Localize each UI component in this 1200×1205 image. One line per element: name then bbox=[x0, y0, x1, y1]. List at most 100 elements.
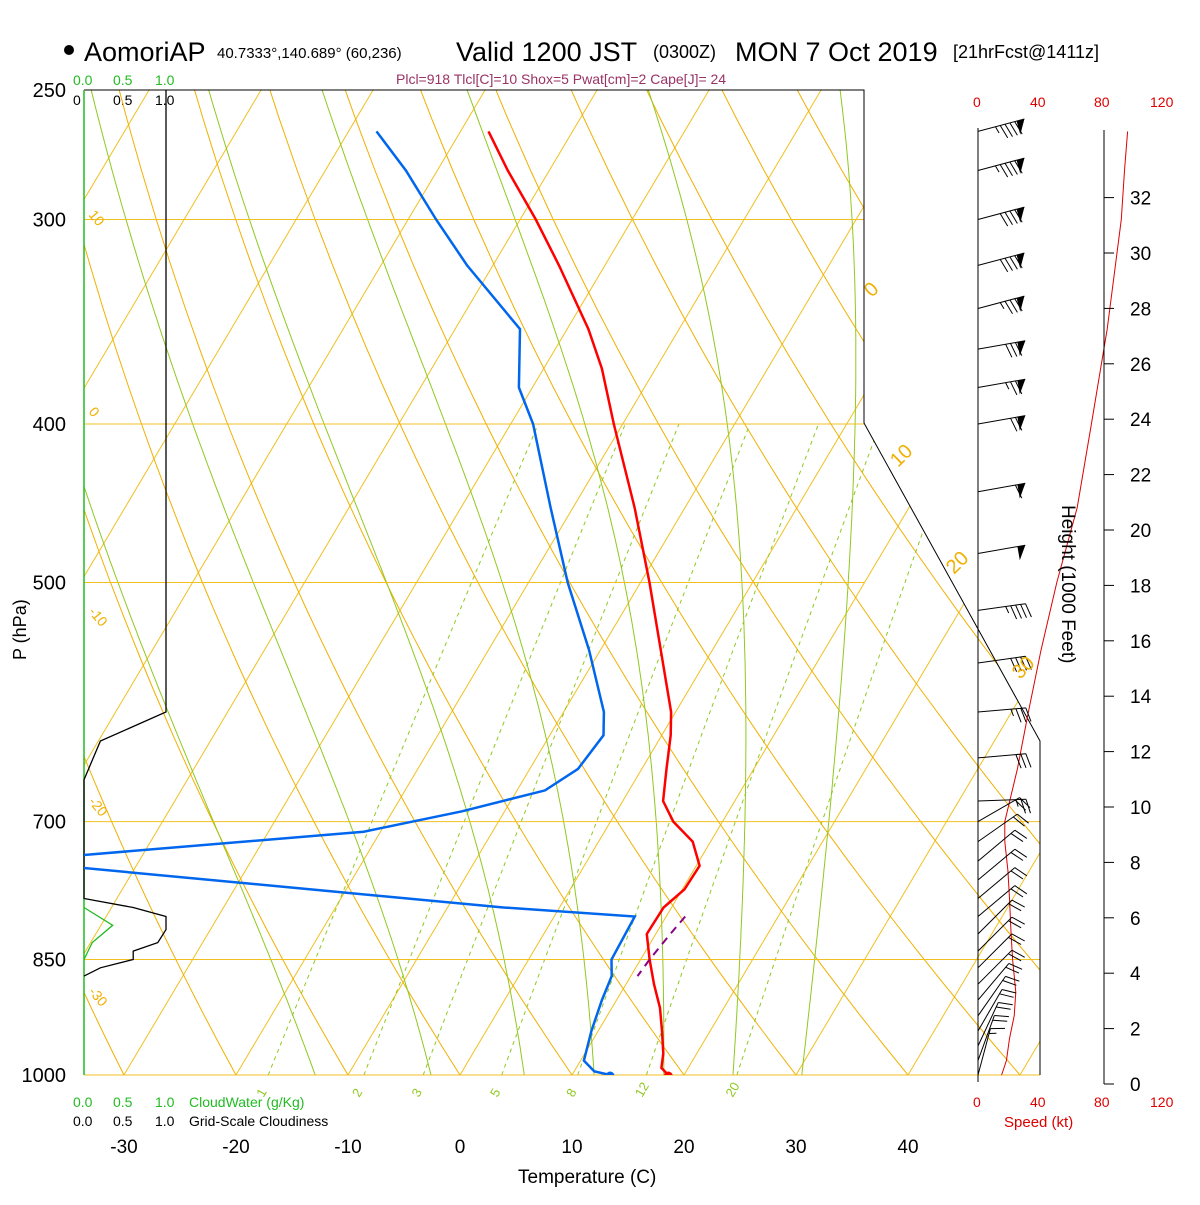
theta-label-right: 30 bbox=[1008, 652, 1039, 683]
temperature-tick-label: -20 bbox=[222, 1137, 249, 1158]
height-tick-label: 28 bbox=[1130, 299, 1151, 320]
wind-barb bbox=[978, 849, 1027, 880]
mixing-ratio-label: 20 bbox=[722, 1079, 742, 1099]
pressure-axis-title: P (hPa) bbox=[10, 599, 30, 660]
wind-barb-half-flag bbox=[995, 166, 999, 172]
wind-barb bbox=[978, 253, 1024, 272]
moist-adiabat-line bbox=[798, 90, 856, 1110]
speed-tick-top-3: 120 bbox=[1150, 94, 1174, 110]
wind-barb bbox=[978, 814, 1029, 842]
mixing-ratio-label: 5 bbox=[487, 1086, 504, 1100]
cloudiness-scale-0: 0.0 bbox=[73, 1113, 93, 1129]
cloudiness-scale-2: 1.0 bbox=[155, 1113, 175, 1129]
mixing-ratio-line bbox=[737, 424, 961, 1075]
dry-adiabat-line bbox=[718, 0, 1200, 1075]
theta-label-right: 10 bbox=[886, 440, 917, 471]
wind-barb bbox=[978, 483, 1025, 498]
wind-barb-flag bbox=[996, 1007, 1010, 1009]
wind-barb-half-flag bbox=[1006, 383, 1009, 390]
moist-adiabat-line bbox=[322, 90, 596, 1110]
dry-adiabat-line bbox=[0, 0, 12, 1075]
speed-tick-bottom-2: 80 bbox=[1094, 1094, 1110, 1110]
mixing-ratio-label: 8 bbox=[563, 1086, 580, 1100]
wind-barb-flag bbox=[1011, 606, 1017, 619]
wind-barb bbox=[978, 207, 1024, 226]
wind-barb-staff bbox=[978, 708, 1026, 712]
surface-temperature-dot bbox=[664, 1072, 673, 1081]
wind-barb-flag bbox=[994, 1016, 1009, 1017]
cloudwater-scale-1: 0.5 bbox=[113, 1094, 133, 1110]
temperature-tick-label: 30 bbox=[785, 1137, 806, 1158]
pressure-tick-label: 300 bbox=[33, 210, 66, 232]
wind-barb-half-flag bbox=[1006, 607, 1009, 614]
speed-tick-bottom-3: 120 bbox=[1150, 1094, 1174, 1110]
station-bullet-icon bbox=[64, 45, 74, 55]
wind-barb bbox=[978, 379, 1025, 395]
wind-barb-flag bbox=[1016, 755, 1021, 769]
cloudiness-scale-1: 0.5 bbox=[113, 1113, 133, 1129]
wind-barb bbox=[978, 886, 1027, 917]
theta-label-right: 0 bbox=[860, 278, 883, 301]
wind-barb-staff bbox=[978, 1029, 990, 1075]
dry-adiabat-line bbox=[0, 0, 348, 1075]
dry-adiabat-line bbox=[364, 0, 1020, 1075]
sounding-profiles bbox=[10, 131, 699, 1080]
wind-barb-flag bbox=[1002, 990, 1016, 994]
wind-barb-flag bbox=[1021, 604, 1027, 617]
wind-barb bbox=[978, 296, 1024, 314]
theta-label-left: 0 bbox=[86, 404, 103, 420]
wind-panel bbox=[978, 119, 1128, 1082]
wind-barb-flag bbox=[1026, 754, 1031, 768]
temperature-tick-label: -10 bbox=[334, 1137, 361, 1158]
mixing-ratio-label: 3 bbox=[408, 1086, 425, 1100]
height-tick-label: 26 bbox=[1130, 355, 1151, 376]
height-tick-label: 24 bbox=[1130, 410, 1152, 431]
height-tick-label: 8 bbox=[1130, 853, 1141, 874]
cloudwater-scale-2: 1.0 bbox=[155, 1094, 175, 1110]
wind-barb-staff bbox=[978, 934, 1012, 968]
mixing-ratio-line bbox=[578, 424, 819, 1075]
height-tick-label: 12 bbox=[1130, 743, 1151, 764]
wind-barb bbox=[978, 934, 1025, 968]
cloudwater-legend: CloudWater (g/Kg) bbox=[189, 1094, 304, 1110]
wind-barb-staff bbox=[978, 849, 1015, 880]
height-tick-label: 22 bbox=[1130, 466, 1151, 487]
wind-barb bbox=[978, 158, 1024, 177]
mixing-ratio-line bbox=[646, 424, 880, 1075]
surface-dewpoint-dot bbox=[606, 1072, 615, 1081]
mixing-ratio-line bbox=[423, 424, 679, 1075]
isotherm-line bbox=[0, 90, 37, 1075]
stability-indices: Plcl=918 Tlcl[C]=10 Shox=5 Pwat[cm]=2 Ca… bbox=[396, 71, 726, 87]
height-tick-label: 6 bbox=[1130, 909, 1141, 930]
wind-barb-flag bbox=[1006, 976, 1020, 981]
pressure-tick-label: 500 bbox=[33, 573, 66, 595]
moist-adiabat-line bbox=[209, 90, 529, 1110]
wind-barb bbox=[978, 545, 1025, 560]
valid-utc: (0300Z) bbox=[653, 42, 716, 62]
mixing-ratio-label: 2 bbox=[349, 1086, 366, 1100]
speed-axis-title: Speed (kt) bbox=[1004, 1114, 1073, 1131]
wind-barb-flag bbox=[1011, 418, 1017, 431]
mixing-ratio-label: 12 bbox=[632, 1079, 652, 1099]
wind-barb-flag bbox=[1012, 917, 1025, 924]
cloudiness-scale-top-0: 0 bbox=[73, 92, 81, 108]
wind-barb bbox=[978, 868, 1027, 899]
dry-adiabat-line bbox=[223, 0, 796, 1075]
height-axis-title: Height (1000 Feet) bbox=[1057, 505, 1078, 663]
wind-barb bbox=[978, 119, 1024, 138]
wind-barb bbox=[978, 990, 1016, 1032]
speed-tick-top-1: 40 bbox=[1030, 94, 1046, 110]
height-tick-label: 10 bbox=[1130, 798, 1151, 819]
valid-date: MON 7 Oct 2019 bbox=[735, 37, 938, 67]
wind-barb bbox=[978, 604, 1031, 619]
temperature-tick-label: 40 bbox=[897, 1137, 918, 1158]
speed-tick-bottom-0: 0 bbox=[973, 1094, 981, 1110]
cloudiness-scale-top-2: 1.0 bbox=[155, 92, 175, 108]
temperature-tick-label: 20 bbox=[673, 1137, 694, 1158]
wind-barb bbox=[978, 341, 1025, 358]
speed-tick-top-2: 80 bbox=[1094, 94, 1110, 110]
pressure-tick-label: 850 bbox=[33, 950, 66, 972]
height-tick-label: 2 bbox=[1130, 1020, 1141, 1041]
